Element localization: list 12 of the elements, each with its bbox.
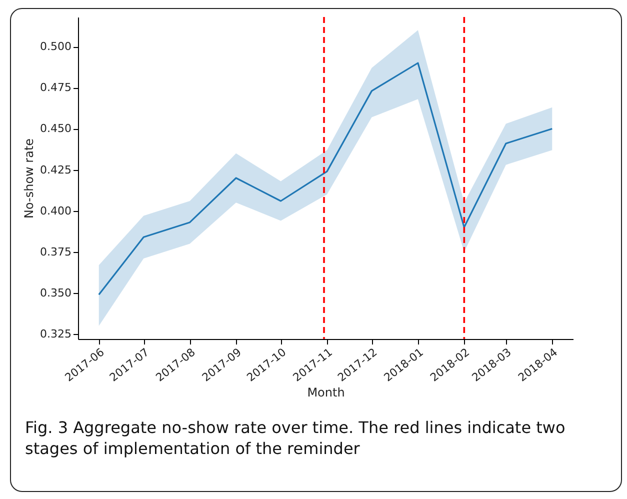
y-tick-label: 0.475 <box>40 81 72 94</box>
y-tick-label: 0.375 <box>40 245 72 258</box>
y-tick-label: 0.500 <box>40 40 72 54</box>
y-tick-label: 0.350 <box>40 286 72 300</box>
y-tick-label: 0.425 <box>40 163 72 176</box>
y-axis-title: No-show rate <box>22 138 36 219</box>
y-tick-label: 0.325 <box>40 328 72 341</box>
y-tick-label: 0.450 <box>40 122 72 136</box>
line-series <box>98 62 553 296</box>
caption: Fig. 3 Aggregate no-show rate over time. The red lines indicate two stages of implementation of the reminder <box>25 417 566 459</box>
y-tick-label: 0.400 <box>40 204 72 218</box>
x-axis-title: Month <box>307 385 345 400</box>
